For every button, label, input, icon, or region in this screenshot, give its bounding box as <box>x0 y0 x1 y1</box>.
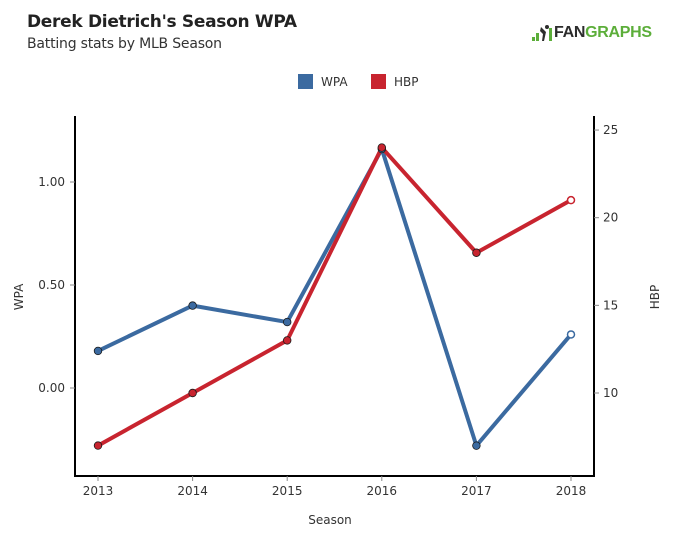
legend-item-wpa[interactable]: WPA <box>298 74 348 89</box>
legend-swatch-hbp <box>371 74 386 89</box>
legend-label-wpa: WPA <box>321 74 348 89</box>
data-point-hbp <box>377 143 386 152</box>
x-tick-label: 2013 <box>83 484 114 498</box>
x-tick-label: 2016 <box>367 484 398 498</box>
data-point-wpa <box>188 301 197 310</box>
data-point-wpa <box>472 441 481 450</box>
x-tick-label: 2018 <box>556 484 587 498</box>
y-axis-label: WPA <box>12 283 26 310</box>
chart-subtitle: Batting stats by MLB Season <box>27 36 222 52</box>
series-line-hbp <box>96 145 573 448</box>
legend-label-hbp: HBP <box>394 74 419 89</box>
data-point-hbp <box>472 248 481 257</box>
data-point-wpa <box>283 317 292 327</box>
y2-axis-label: HBP <box>648 285 662 310</box>
y-tick-label: 1.00 <box>38 175 65 189</box>
data-point-wpa <box>93 346 103 356</box>
logo-text-fan: FAN <box>554 24 586 41</box>
chart-title: Derek Dietrich's Season WPA <box>27 12 297 32</box>
legend-swatch-wpa <box>298 74 313 89</box>
y-tick-label: 0.00 <box>38 381 65 395</box>
x-tick-label: 2017 <box>461 484 492 498</box>
fangraphs-logo[interactable]: FAN GRAPHS <box>532 24 652 42</box>
series-line-wpa <box>96 147 573 448</box>
batter-icon <box>532 25 552 41</box>
logo-text-graphs: GRAPHS <box>585 24 652 41</box>
y-tick-label: 0.50 <box>38 278 65 292</box>
x-tick-label: 2014 <box>177 484 208 498</box>
x-tick-label: 2015 <box>272 484 303 498</box>
data-point-hbp <box>283 336 292 345</box>
data-point-hbp <box>566 195 576 205</box>
y2-tick-label: 25 <box>603 123 618 137</box>
y2-tick-label: 20 <box>603 211 618 225</box>
y2-tick-label: 10 <box>603 386 618 400</box>
data-point-hbp <box>93 441 103 450</box>
data-point-wpa <box>566 330 576 339</box>
y2-tick-label: 15 <box>603 298 618 312</box>
data-point-hbp <box>188 388 197 398</box>
legend-item-hbp[interactable]: HBP <box>371 74 419 89</box>
legend: WPA HBP <box>0 74 675 92</box>
x-axis-label: Season <box>308 513 352 527</box>
